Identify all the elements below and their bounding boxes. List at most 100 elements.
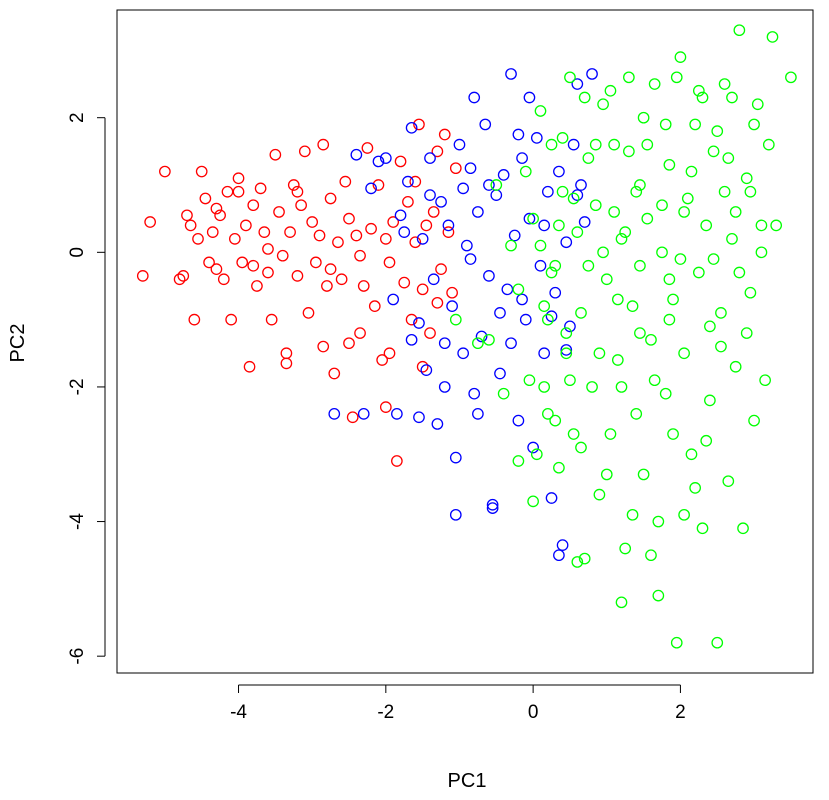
data-point-series-1 — [346, 411, 359, 424]
data-point-series-3 — [663, 313, 676, 326]
data-point-series-1 — [391, 455, 403, 467]
data-point-series-3 — [512, 455, 525, 467]
data-point-series-1 — [368, 300, 381, 313]
data-point-series-3 — [641, 138, 654, 151]
data-point-series-1 — [228, 233, 241, 245]
data-point-series-3 — [578, 552, 591, 565]
data-point-series-1 — [159, 165, 171, 178]
data-point-series-3 — [733, 24, 746, 37]
data-point-series-1 — [343, 212, 355, 225]
x-tick-label: -2 — [377, 702, 394, 723]
data-point-series-3 — [567, 192, 580, 205]
data-point-series-2 — [405, 121, 418, 134]
data-point-series-3 — [637, 468, 650, 481]
data-point-series-1 — [317, 340, 330, 353]
data-point-series-1 — [265, 313, 278, 326]
data-point-series-2 — [575, 179, 587, 191]
data-point-series-1 — [332, 236, 344, 249]
data-point-series-2 — [553, 165, 565, 178]
data-point-series-1 — [276, 249, 289, 262]
data-point-series-2 — [508, 229, 521, 242]
data-point-series-3 — [755, 219, 768, 232]
data-point-series-3 — [766, 31, 779, 43]
data-point-series-3 — [726, 233, 738, 245]
data-point-series-3 — [700, 219, 713, 232]
data-point-series-2 — [372, 155, 385, 168]
data-point-series-1 — [269, 148, 282, 161]
data-point-series-3 — [623, 71, 635, 84]
data-point-series-1 — [291, 185, 304, 198]
data-point-series-3 — [571, 226, 584, 238]
data-point-series-3 — [770, 219, 783, 232]
data-point-series-2 — [416, 233, 429, 245]
data-point-series-2 — [328, 408, 341, 420]
data-point-series-2 — [438, 381, 451, 393]
data-point-series-1 — [335, 273, 348, 286]
data-point-series-3 — [692, 266, 705, 279]
data-point-series-3 — [538, 300, 551, 313]
data-point-series-1 — [232, 185, 245, 198]
data-point-series-1 — [405, 313, 418, 326]
data-point-series-3 — [718, 78, 731, 90]
data-point-series-2 — [449, 508, 462, 521]
data-point-series-3 — [634, 179, 646, 191]
data-point-series-3 — [611, 293, 624, 306]
data-point-series-3 — [564, 374, 576, 387]
data-point-series-2 — [464, 253, 477, 265]
data-point-series-3 — [645, 549, 657, 562]
data-point-series-1 — [365, 222, 377, 235]
data-point-series-3 — [748, 414, 760, 427]
data-point-series-3 — [707, 145, 720, 158]
data-point-series-1 — [409, 236, 422, 249]
data-point-series-3 — [648, 374, 661, 387]
data-point-series-3 — [715, 307, 727, 319]
points-layer — [136, 24, 797, 649]
data-point-series-3 — [659, 387, 672, 400]
data-point-series-1 — [357, 280, 370, 292]
data-point-series-1 — [372, 179, 385, 191]
data-point-series-2 — [431, 418, 444, 430]
data-point-series-2 — [365, 182, 377, 195]
data-point-series-2 — [460, 239, 473, 252]
data-point-series-1 — [438, 128, 451, 141]
y-tick-label: 0 — [67, 247, 88, 258]
data-point-series-2 — [391, 408, 403, 420]
data-point-series-3 — [556, 132, 569, 144]
data-point-series-3 — [634, 259, 646, 272]
data-point-series-2 — [501, 283, 514, 296]
data-point-series-1 — [181, 209, 193, 222]
data-point-series-1 — [313, 229, 326, 242]
data-point-series-3 — [729, 206, 742, 218]
data-point-series-1 — [173, 273, 186, 286]
data-point-series-1 — [387, 216, 400, 228]
data-point-series-1 — [317, 138, 330, 151]
data-point-series-1 — [284, 226, 296, 238]
data-point-series-2 — [523, 91, 536, 104]
data-point-series-1 — [210, 263, 223, 275]
data-point-series-2 — [512, 128, 525, 141]
data-point-series-1 — [409, 175, 422, 188]
data-point-series-2 — [402, 175, 414, 188]
data-point-series-3 — [652, 589, 665, 602]
data-point-series-3 — [519, 165, 532, 178]
data-point-series-2 — [523, 212, 536, 225]
data-point-series-1 — [310, 256, 322, 269]
data-point-series-3 — [670, 71, 683, 84]
data-point-series-3 — [571, 556, 584, 568]
data-point-series-3 — [505, 239, 517, 252]
data-point-series-3 — [582, 259, 595, 272]
data-point-series-3 — [667, 428, 679, 440]
data-point-series-2 — [350, 148, 363, 161]
data-point-series-1 — [225, 313, 238, 326]
data-point-series-2 — [567, 138, 580, 151]
data-point-series-1 — [328, 367, 341, 380]
data-point-series-2 — [438, 337, 451, 350]
data-point-series-3 — [674, 51, 687, 63]
y-tick-label: 2 — [67, 112, 88, 123]
data-point-series-3 — [556, 185, 569, 198]
data-point-series-2 — [486, 502, 499, 514]
data-point-series-2 — [398, 226, 411, 238]
data-point-series-3 — [685, 448, 698, 461]
data-point-series-1 — [144, 216, 156, 228]
data-point-series-3 — [704, 320, 716, 333]
